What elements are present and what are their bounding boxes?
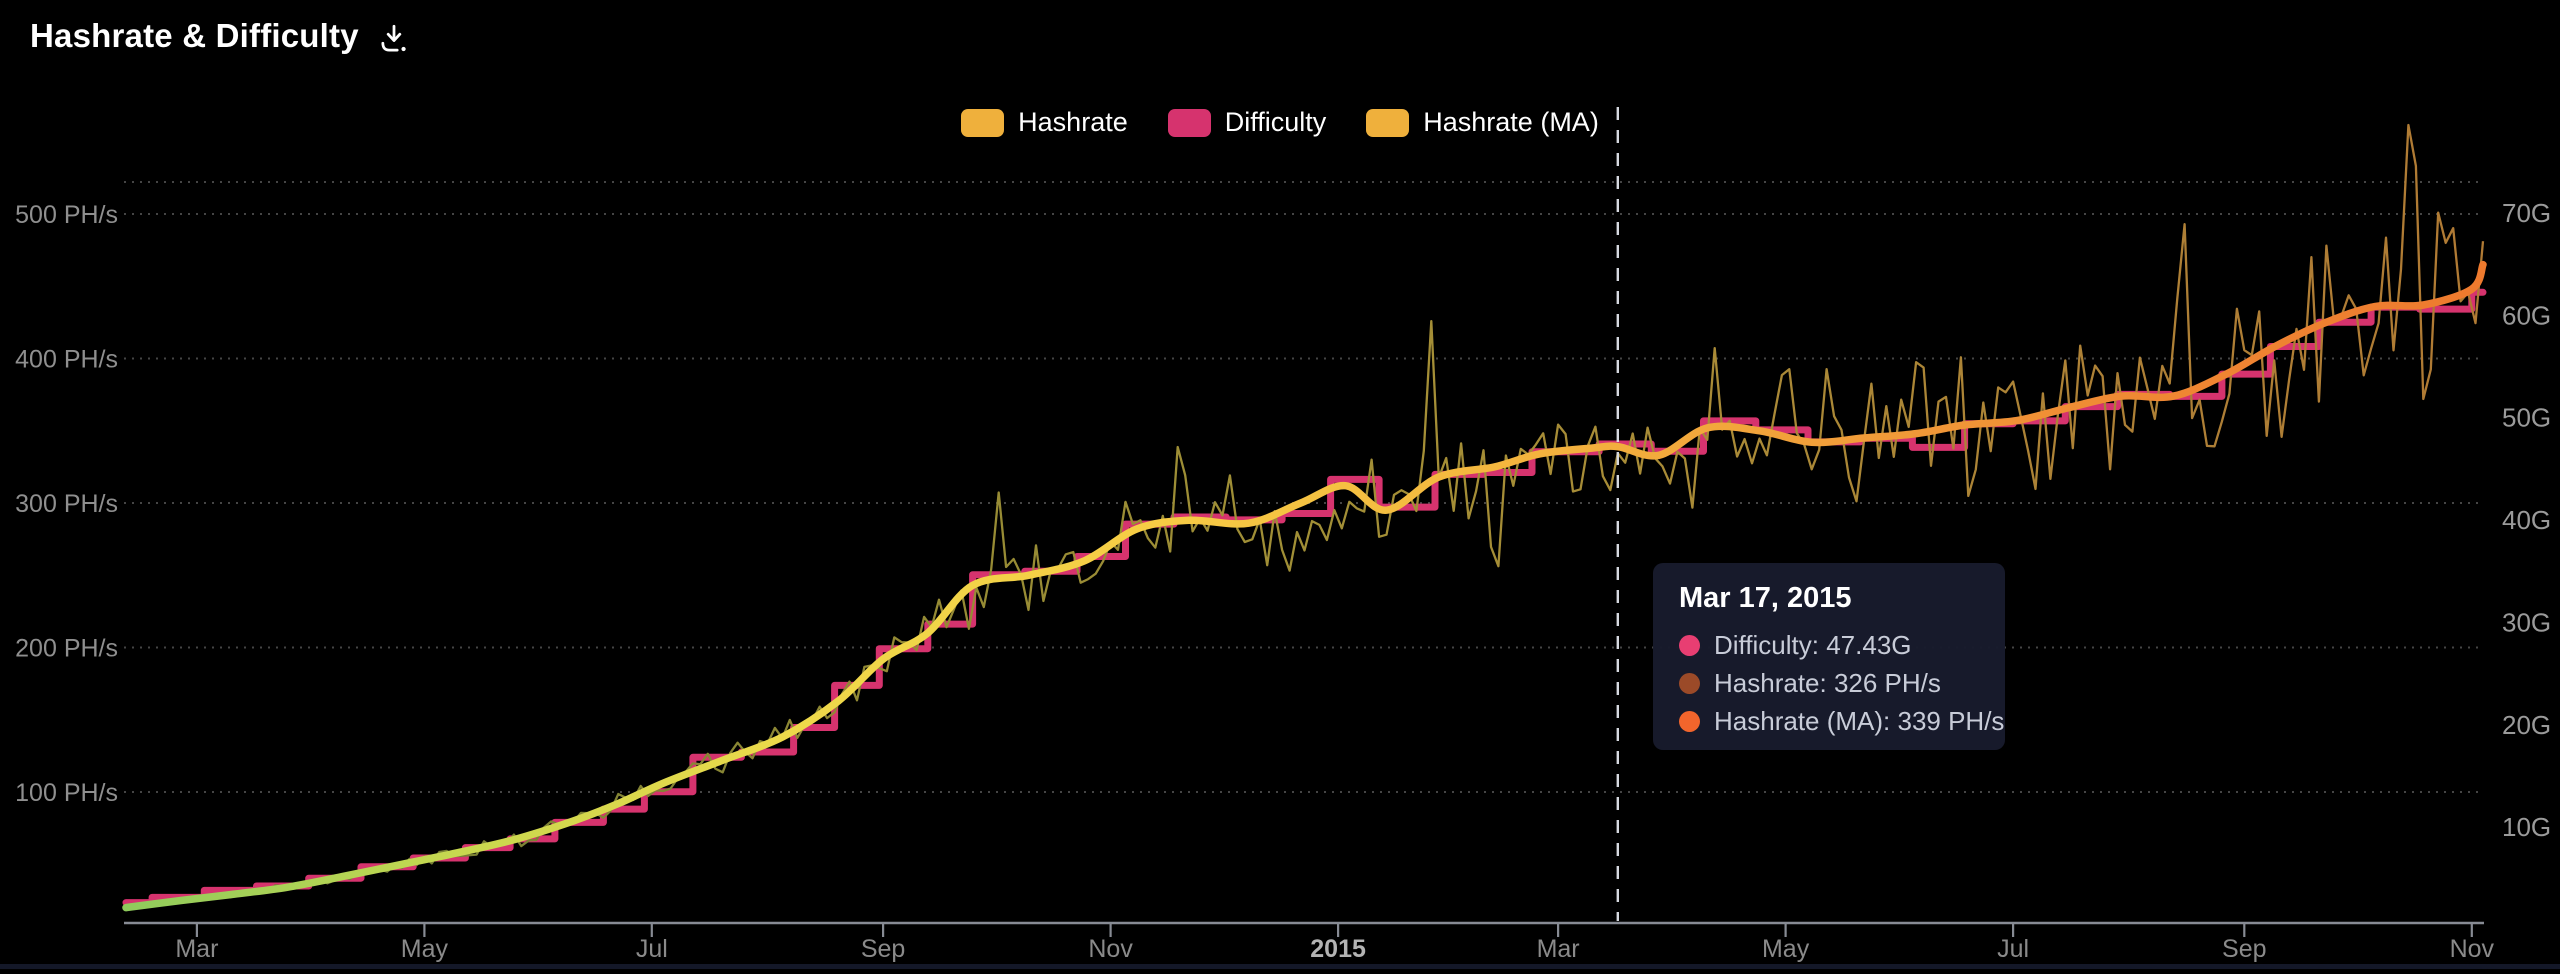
tooltip-hashrate-ma-value: Hashrate (MA): 339 PH/s — [1714, 705, 2005, 736]
legend-label: Hashrate — [1018, 107, 1128, 137]
page-bottom-edge — [0, 964, 2560, 969]
right-axis-label: 40G — [2502, 505, 2551, 535]
x-axis-label: May — [401, 935, 449, 963]
x-axis-label: Nov — [1088, 935, 1133, 963]
tooltip-row-hashrate: Hashrate: 326 PH/s — [1679, 664, 2005, 702]
legend-label: Hashrate (MA) — [1423, 107, 1599, 137]
legend-item-hashrate[interactable]: Hashrate — [961, 107, 1128, 138]
legend-item-difficulty[interactable]: Difficulty — [1167, 107, 1327, 138]
tooltip-difficulty-value: Difficulty: 47.43G — [1714, 629, 1912, 660]
tooltip-row-hashrate-ma: Hashrate (MA): 339 PH/s — [1679, 702, 2005, 740]
hashrate-ma-swatch-icon — [1366, 108, 1410, 137]
download-icon[interactable] — [377, 22, 411, 56]
right-axis-label: 30G — [2502, 607, 2551, 637]
x-axis-label: Sep — [861, 935, 905, 963]
right-axis-label: 10G — [2502, 812, 2551, 842]
right-axis-label: 20G — [2502, 710, 2551, 740]
x-axis-label: Sep — [2222, 935, 2266, 963]
right-axis-label: 70G — [2502, 198, 2551, 228]
hashrate-dot-icon — [1679, 672, 1700, 694]
hashrate-swatch-icon — [961, 108, 1005, 137]
legend-label: Difficulty — [1224, 107, 1327, 137]
x-axis-label: Mar — [175, 935, 218, 963]
x-axis-label: Jul — [1997, 935, 2029, 963]
x-axis-label: May — [1762, 935, 1810, 963]
left-axis-label: 300 PH/s — [15, 490, 118, 518]
left-axis-label: 400 PH/s — [15, 346, 118, 374]
tooltip-hashrate-value: Hashrate: 326 PH/s — [1714, 667, 1941, 698]
x-axis-label: Nov — [2450, 935, 2495, 963]
left-axis-label: 500 PH/s — [15, 201, 118, 229]
right-axis-label: 50G — [2502, 403, 2551, 433]
difficulty-series-line — [122, 288, 2487, 907]
left-axis-label: 100 PH/s — [15, 779, 118, 807]
hashrate-ma-series-line — [122, 260, 2487, 912]
tooltip: Mar 17, 2015 Difficulty: 47.43G Hashrate… — [1653, 563, 2005, 750]
hashrate-ma-dot-icon — [1679, 710, 1700, 732]
x-axis-label: Mar — [1537, 935, 1580, 963]
chart-legend: Hashrate Difficulty Hashrate (MA) — [0, 107, 2560, 138]
x-axis-label: Jul — [636, 935, 668, 963]
tooltip-date: Mar 17, 2015 — [1679, 582, 1852, 614]
difficulty-swatch-icon — [1167, 108, 1211, 137]
tooltip-row-difficulty: Difficulty: 47.43G — [1679, 626, 2005, 664]
chart-header: Hashrate & Difficulty — [30, 16, 411, 56]
legend-item-hashrate-ma[interactable]: Hashrate (MA) — [1366, 107, 1599, 138]
left-axis-label: 200 PH/s — [15, 635, 118, 663]
x-axis-label: 2015 — [1310, 935, 1366, 963]
right-axis-label: 60G — [2502, 300, 2551, 330]
hashrate-series-line — [125, 123, 2485, 909]
difficulty-dot-icon — [1679, 634, 1700, 656]
page-title: Hashrate & Difficulty — [30, 17, 359, 54]
